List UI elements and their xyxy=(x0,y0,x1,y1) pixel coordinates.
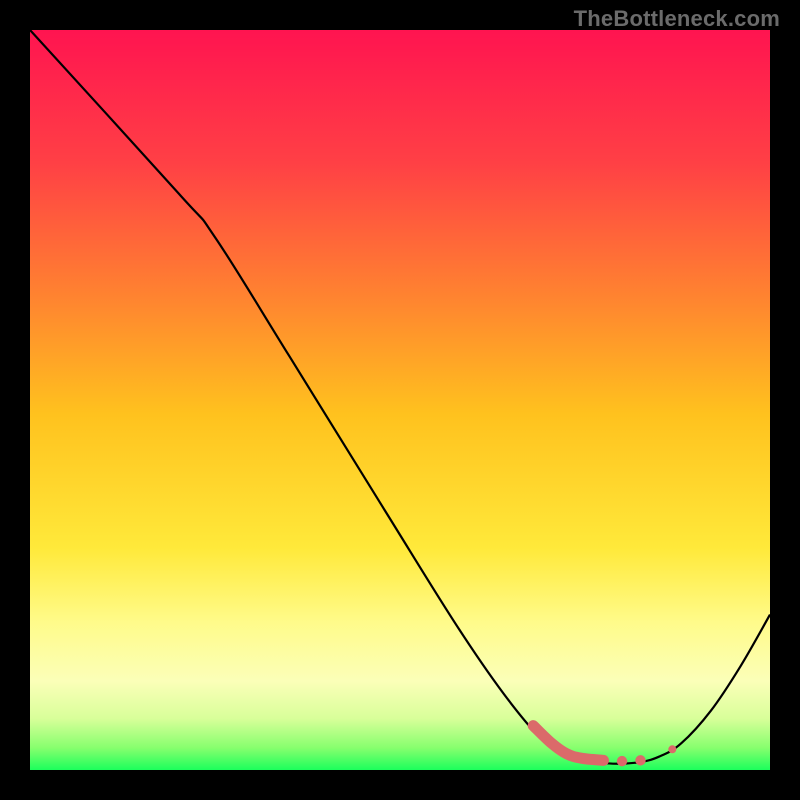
bottleneck-plot xyxy=(30,30,770,770)
watermark-text: TheBottleneck.com xyxy=(574,6,780,32)
marker-dot xyxy=(668,745,676,753)
marker-dot xyxy=(617,756,627,766)
marker-dot xyxy=(635,755,645,765)
chart-frame: TheBottleneck.com xyxy=(0,0,800,800)
plot-background xyxy=(30,30,770,770)
